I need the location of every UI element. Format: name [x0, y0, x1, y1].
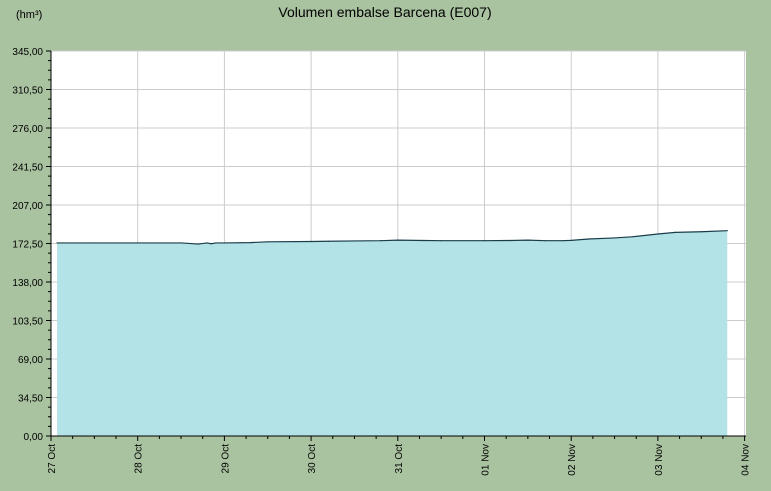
data-point	[483, 240, 486, 242]
y-axis-unit-label: (hm³)	[16, 9, 42, 21]
x-tick-label: 31 Oct	[394, 444, 405, 474]
x-tick-label: 01 Nov	[481, 444, 492, 476]
data-point	[440, 240, 442, 242]
data-point	[726, 230, 728, 232]
y-tick-label: 69,00	[18, 355, 43, 366]
data-point	[223, 242, 225, 244]
data-point	[197, 243, 199, 245]
data-point	[700, 231, 702, 233]
x-tick-labels: 27 Oct 28 Oct 29 Oct 30 Oct 31 Oct 01 Nov 02 N…	[47, 444, 752, 476]
data-point	[93, 242, 95, 244]
data-point	[327, 240, 330, 242]
y-tick-label: 207,00	[12, 201, 43, 212]
data-point	[206, 242, 208, 244]
data-point	[674, 231, 676, 233]
data-point	[215, 242, 217, 244]
data-point	[570, 239, 572, 241]
data-point	[379, 240, 382, 242]
data-point	[267, 241, 269, 243]
data-point	[56, 242, 58, 244]
x-tick-label: 03 Nov	[654, 444, 665, 476]
x-tick-label: 30 Oct	[307, 444, 318, 474]
x-tick-label: 27 Oct	[47, 444, 58, 474]
series-area-fill	[57, 230, 728, 436]
y-tick-label: 345,00	[12, 47, 43, 58]
y-tick-label: 138,00	[12, 278, 43, 289]
data-point	[310, 240, 312, 243]
data-point	[137, 242, 139, 244]
data-point	[613, 237, 616, 239]
x-tick-label: 28 Oct	[134, 444, 145, 474]
x-tick-label: 04 Nov	[741, 444, 752, 476]
series-area	[56, 230, 728, 436]
y-tick-label: 103,50	[12, 317, 43, 328]
y-tick-label: 172,50	[12, 240, 43, 251]
y-tick-label: 276,00	[12, 124, 43, 135]
data-point	[423, 239, 425, 242]
data-point	[544, 240, 546, 242]
y-tick-label: 0,00	[24, 432, 44, 443]
data-point	[397, 239, 399, 241]
axes	[46, 50, 746, 441]
data-point	[587, 238, 590, 240]
x-tick-label: 29 Oct	[220, 444, 231, 474]
data-point	[210, 243, 212, 245]
data-point	[657, 233, 659, 235]
x-tick-label: 02 Nov	[567, 444, 578, 476]
y-tick-label: 34,50	[18, 394, 43, 405]
data-point	[561, 240, 564, 242]
data-point	[631, 236, 633, 238]
data-point	[353, 240, 356, 242]
y-tick-label: 310,50	[12, 86, 43, 97]
y-tick-label: 241,50	[12, 163, 43, 174]
data-point	[249, 242, 252, 244]
data-point	[180, 242, 182, 244]
chart-title: Volumen embalse Barcena (E007)	[278, 4, 491, 20]
data-point	[509, 239, 512, 242]
data-point	[527, 239, 529, 241]
y-tick-labels: 0,00 34,50 69,00 103,50 138,00 172,50 207,00 24…	[12, 47, 43, 443]
